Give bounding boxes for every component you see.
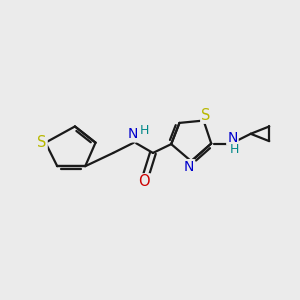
Text: N: N	[128, 128, 138, 141]
Text: S: S	[201, 108, 211, 123]
Text: S: S	[37, 135, 46, 150]
Text: N: N	[227, 130, 238, 145]
Text: N: N	[184, 160, 194, 174]
Text: H: H	[140, 124, 149, 137]
Text: H: H	[230, 143, 239, 157]
Text: O: O	[138, 174, 150, 189]
